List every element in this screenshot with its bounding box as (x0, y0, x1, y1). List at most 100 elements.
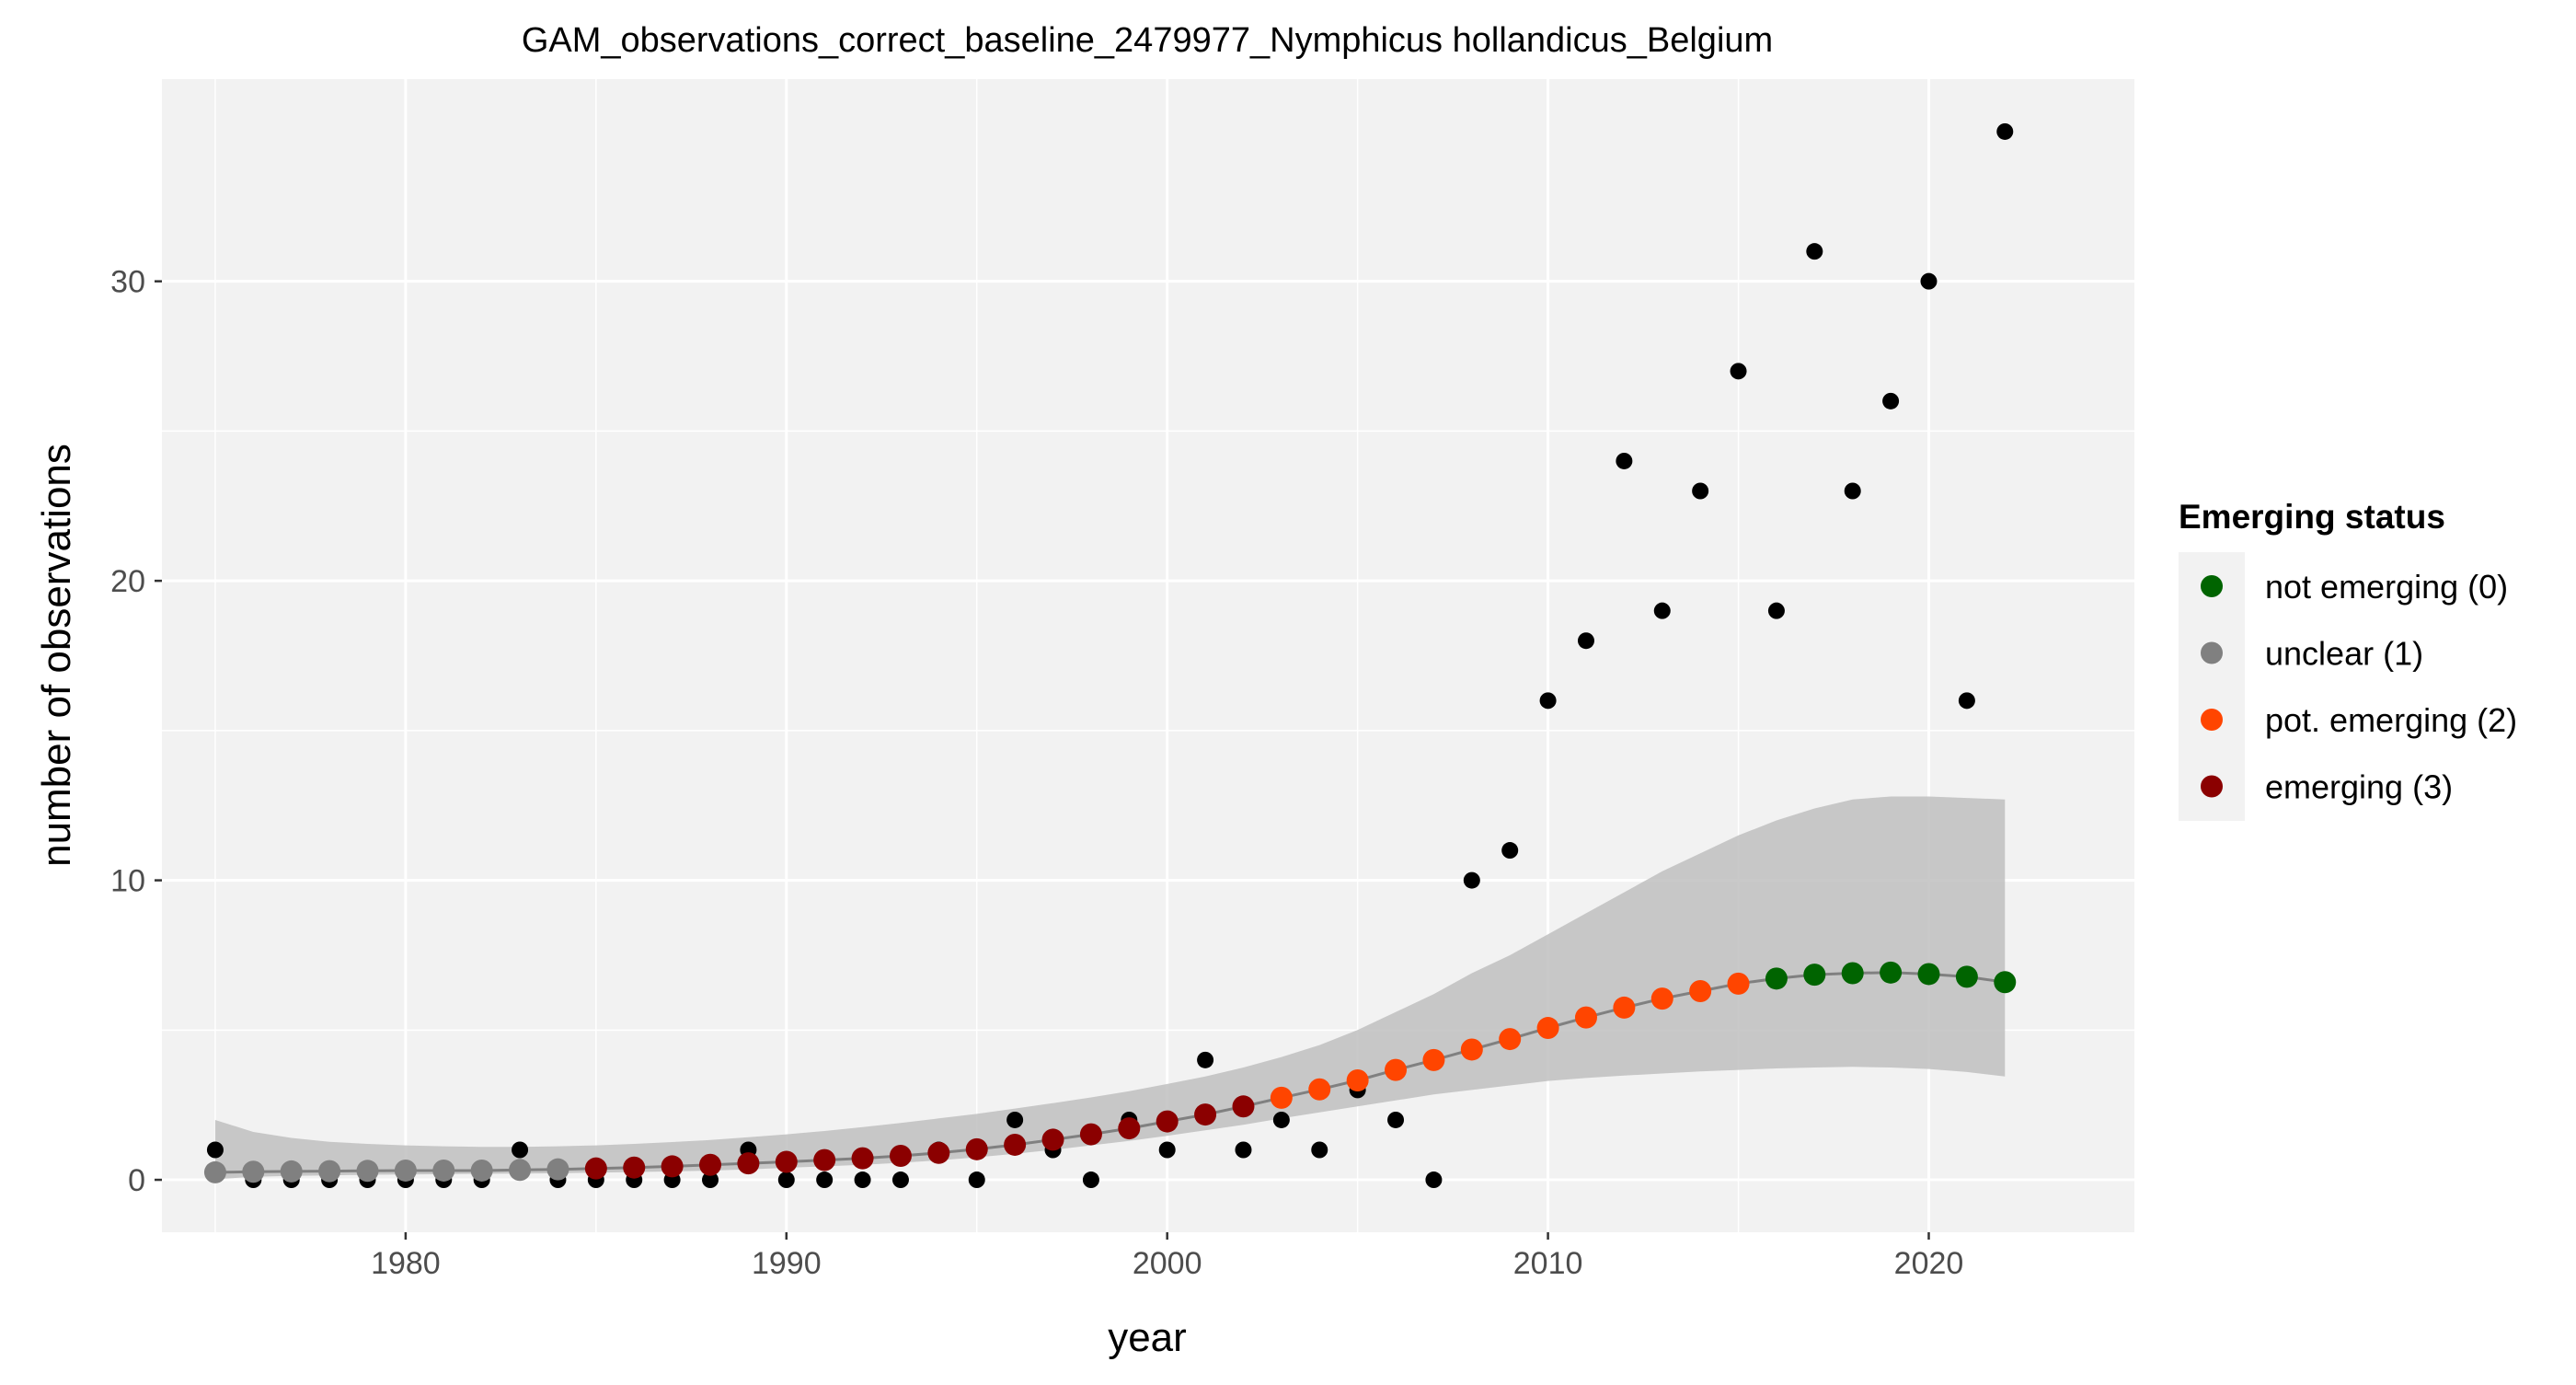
status-point (1994, 971, 2017, 994)
status-point (1004, 1133, 1027, 1156)
observation-point (702, 1171, 719, 1189)
status-point (1194, 1103, 1217, 1126)
status-point (1613, 996, 1636, 1019)
status-point (1308, 1078, 1331, 1101)
status-point (470, 1159, 493, 1182)
status-point (280, 1160, 303, 1183)
status-point (318, 1160, 341, 1183)
status-point (432, 1159, 455, 1182)
observation-point (1387, 1111, 1405, 1128)
legend-label: unclear (1) (2265, 635, 2423, 673)
status-point (1041, 1128, 1064, 1151)
observation-point (1806, 243, 1823, 260)
status-point (1422, 1048, 1445, 1071)
status-point (584, 1157, 607, 1180)
status-point (1689, 980, 1712, 1003)
observation-point (1006, 1111, 1024, 1128)
status-point (661, 1155, 684, 1178)
status-point (1803, 964, 1826, 987)
status-point (775, 1150, 798, 1173)
observation-point (1730, 363, 1747, 380)
status-point (1270, 1086, 1293, 1109)
status-point (927, 1141, 950, 1164)
observation-point (1996, 122, 2014, 140)
legend-label: not emerging (0) (2265, 568, 2508, 606)
observation-point (1692, 482, 1709, 500)
observation-point (1463, 871, 1480, 889)
status-point (242, 1160, 265, 1183)
observation-point (1311, 1141, 1328, 1159)
status-point (203, 1160, 226, 1183)
observation-point (1920, 272, 1938, 290)
observation-point (1425, 1171, 1443, 1189)
status-point (1385, 1058, 1408, 1081)
observation-point (1653, 602, 1671, 619)
x-tick-label: 2020 (1894, 1246, 1964, 1281)
observation-point (1501, 842, 1519, 860)
status-point (1650, 987, 1673, 1010)
status-point (546, 1158, 569, 1181)
grid-layer (162, 79, 2134, 1232)
y-tick-label: 30 (110, 265, 145, 300)
observation-point (891, 1171, 909, 1189)
observation-point (1539, 692, 1557, 710)
legend: Emerging status not emerging (0) unclear … (2179, 498, 2517, 821)
y-tick-label: 20 (110, 564, 145, 599)
status-point (509, 1159, 532, 1182)
observation-point (1767, 602, 1785, 619)
y-axis-title: number of observations (34, 444, 79, 867)
y-tick-label: 10 (110, 864, 145, 899)
status-point (1118, 1117, 1141, 1140)
status-point (965, 1137, 988, 1160)
status-point (1574, 1006, 1597, 1029)
observation-point (777, 1171, 795, 1189)
status-point (1232, 1095, 1255, 1118)
x-axis-title: year (1108, 1315, 1187, 1360)
observation-point (1616, 452, 1633, 469)
legend-key (2201, 641, 2223, 664)
status-point (851, 1147, 874, 1170)
status-point (699, 1153, 722, 1176)
status-point (1536, 1017, 1559, 1040)
status-point (1880, 961, 1903, 984)
status-point (1346, 1068, 1369, 1091)
status-point (1917, 963, 1940, 986)
observation-point (854, 1171, 871, 1189)
status-point (737, 1152, 760, 1175)
observation-point (206, 1141, 224, 1159)
observation-point (1082, 1171, 1099, 1189)
observation-point (1272, 1111, 1290, 1128)
x-tick-label: 1990 (752, 1246, 822, 1281)
observation-point (816, 1171, 834, 1189)
status-point (394, 1159, 417, 1182)
observation-point (1197, 1051, 1214, 1068)
status-point (1765, 967, 1788, 990)
x-tick-label: 2000 (1133, 1246, 1202, 1281)
status-point (1460, 1038, 1483, 1061)
observation-point (1958, 692, 1975, 710)
confidence-ribbon (214, 796, 2006, 1180)
y-tick-label: 0 (128, 1163, 145, 1198)
observation-point (512, 1141, 529, 1159)
status-point (1079, 1123, 1102, 1146)
status-point (813, 1148, 836, 1171)
status-point (356, 1160, 379, 1183)
legend-label: emerging (3) (2265, 768, 2453, 806)
observation-point (1158, 1141, 1176, 1159)
ribbon-layer (214, 796, 2006, 1180)
status-point (1156, 1110, 1179, 1133)
observation-point (1235, 1141, 1252, 1159)
legend-title: Emerging status (2179, 498, 2445, 536)
status-point (1841, 962, 1864, 985)
chart-title: GAM_observations_correct_baseline_247997… (522, 21, 1773, 60)
status-point (1499, 1028, 1522, 1051)
status-point (889, 1145, 912, 1168)
legend-key (2201, 575, 2223, 597)
observation-point (968, 1171, 985, 1189)
observation-point (1844, 482, 1861, 500)
status-point (1955, 965, 1978, 988)
axis-layer: 1980 1990 2000 2010 2020 0 10 20 30 (110, 265, 1963, 1281)
legend-key (2201, 709, 2223, 731)
status-point (623, 1156, 646, 1179)
